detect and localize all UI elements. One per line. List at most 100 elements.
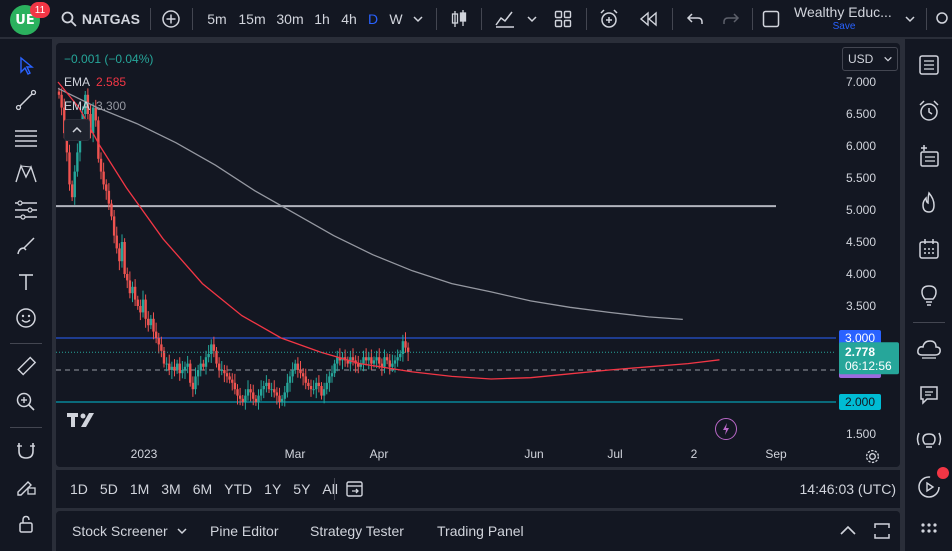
price-chart[interactable]: 7.000 6.500 6.000 5.500 5.000 4.500 4.000 3.500… (56, 43, 900, 467)
save-label[interactable]: Save (832, 21, 856, 32)
chart-pane[interactable]: 7.000 6.500 6.000 5.500 5.000 4.500 4.000 3.500… (56, 43, 900, 467)
ideas-button[interactable] (913, 279, 945, 311)
layout-select[interactable] (760, 0, 782, 38)
interval-30m[interactable]: 30m (276, 11, 304, 27)
event-marker[interactable] (715, 418, 737, 440)
candle (128, 271, 132, 299)
candle-body (189, 363, 192, 383)
candle (341, 352, 344, 370)
replay-button[interactable] (634, 0, 662, 38)
range-5d[interactable]: 5D (99, 481, 118, 497)
candle (199, 355, 202, 377)
interval-5m[interactable]: 5m (207, 11, 227, 27)
candle (404, 332, 407, 353)
hotlists-button[interactable] (913, 187, 945, 219)
candle (70, 180, 74, 202)
candle (385, 353, 389, 365)
candle-body (362, 357, 365, 364)
help-button[interactable] (913, 515, 945, 547)
range-ytd[interactable]: YTD (224, 481, 253, 497)
undo-button[interactable] (682, 0, 708, 38)
redo-button[interactable] (718, 0, 744, 38)
currency-select[interactable]: USD (842, 47, 898, 71)
text-tool[interactable] (10, 267, 42, 297)
quick-search-button[interactable] (932, 0, 950, 38)
ema-fast-legend[interactable]: EMA 2.585 (64, 75, 126, 89)
measure-tool[interactable] (10, 351, 42, 381)
candle (204, 350, 208, 375)
search-icon (61, 11, 77, 27)
indicators-dropdown[interactable] (524, 0, 540, 38)
stay-drawing-tool[interactable] (10, 471, 42, 501)
gann-fib-tool[interactable] (10, 123, 42, 153)
candle (115, 226, 118, 254)
last-price-value: 2.778 (845, 345, 875, 359)
brush-tool[interactable] (10, 231, 42, 261)
cursor-tool[interactable] (10, 51, 42, 81)
candle-body (244, 395, 247, 402)
collapse-legend-button[interactable] (64, 119, 90, 141)
tab-stock-screener[interactable]: Stock Screener (72, 511, 188, 551)
range-all[interactable]: All (322, 481, 338, 497)
trend-line-tool[interactable] (10, 85, 42, 115)
zoom-tool[interactable] (10, 387, 42, 417)
tab-trading-panel[interactable]: Trading Panel (437, 523, 524, 539)
candle-body (328, 376, 331, 383)
symbol-search[interactable]: NATGAS (60, 0, 140, 38)
interval-15m[interactable]: 15m (238, 11, 266, 27)
chats-button[interactable] (913, 379, 945, 411)
templates-button[interactable] (550, 0, 576, 38)
expand-panel-button[interactable] (838, 521, 860, 541)
candle (265, 375, 268, 393)
notifications-button[interactable] (913, 467, 949, 503)
scale-settings-button[interactable] (862, 447, 882, 465)
maximize-panel-button[interactable] (872, 521, 894, 541)
range-1m[interactable]: 1M (129, 481, 150, 497)
pattern-tool[interactable] (10, 159, 42, 189)
ema-slow-legend[interactable]: EMA 3.300 (64, 99, 126, 113)
badge-2000-bg (839, 394, 881, 410)
prediction-tool[interactable] (10, 195, 42, 225)
utc-clock[interactable]: 14:46:03 (UTC) (799, 481, 896, 497)
indicators-button[interactable] (491, 0, 519, 38)
candle (262, 380, 265, 399)
data-window-button[interactable] (913, 333, 945, 365)
compare-symbol-button[interactable] (158, 0, 184, 38)
range-3m[interactable]: 3M (161, 481, 181, 497)
interval-4h[interactable]: 4h (341, 11, 357, 27)
object-tree-button[interactable] (913, 141, 945, 173)
streams-button[interactable] (913, 425, 945, 457)
magnet-tool[interactable] (10, 435, 42, 465)
range-1y[interactable]: 1Y (264, 481, 282, 497)
icon-tool[interactable] (10, 303, 42, 333)
ruler-icon (17, 356, 37, 376)
candle (217, 357, 221, 378)
candle (325, 373, 328, 395)
interval-dropdown[interactable] (410, 0, 426, 38)
chevron-up-icon (840, 525, 856, 535)
calendar-button[interactable] (913, 233, 945, 265)
goto-date-button[interactable] (344, 479, 366, 499)
range-1d[interactable]: 1D (70, 481, 88, 497)
candle-body (252, 392, 255, 399)
layout-dropdown[interactable] (902, 0, 918, 38)
alert-button[interactable] (596, 0, 622, 38)
candle (275, 387, 279, 405)
chart-type-button[interactable] (446, 0, 472, 38)
alerts-button[interactable] (913, 95, 945, 127)
horizontal-lines-icon (15, 130, 37, 147)
range-6m[interactable]: 6M (192, 481, 213, 497)
range-5y[interactable]: 5Y (293, 481, 311, 497)
alarm-clock-icon (919, 100, 939, 121)
interval-d[interactable]: D (367, 11, 379, 27)
layout-name-block[interactable]: Wealthy Educ... Save (794, 4, 894, 36)
lock-drawings-tool[interactable] (10, 509, 42, 539)
interval-1h[interactable]: 1h (314, 11, 330, 27)
candle-body (283, 392, 286, 399)
watchlist-button[interactable] (913, 49, 945, 81)
price-axis-label: 4.500 (846, 235, 876, 249)
interval-w[interactable]: W (389, 11, 403, 27)
range-toolbar: 1D 5D 1M 3M 6M YTD 1Y 5Y All 14:46:03 (U… (56, 470, 900, 508)
tab-pine-editor[interactable]: Pine Editor (210, 523, 279, 539)
tab-strategy-tester[interactable]: Strategy Tester (310, 523, 404, 539)
